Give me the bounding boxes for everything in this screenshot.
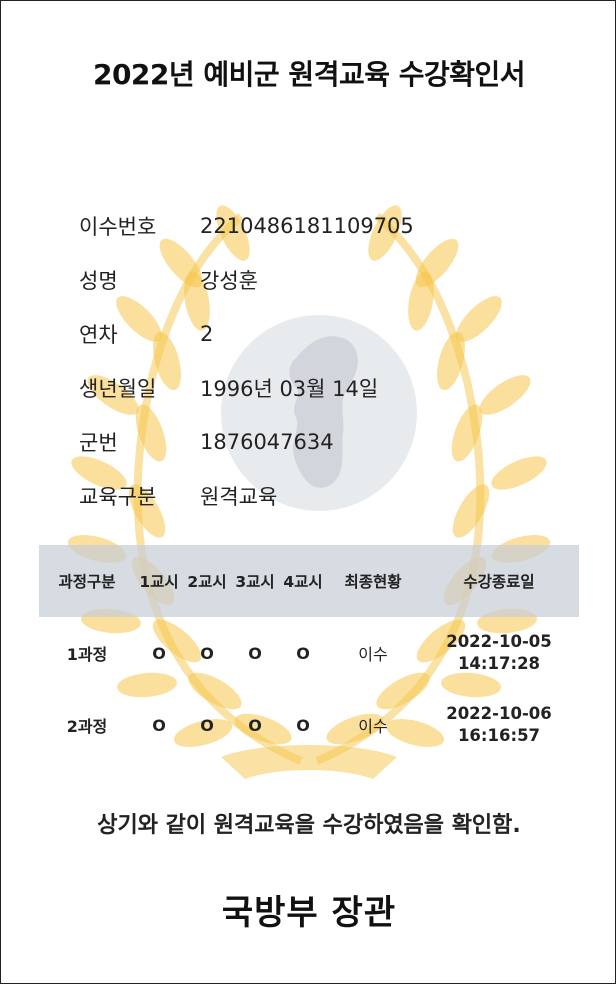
issuer-signature: 국방부 장관	[221, 893, 397, 933]
info-label: 이수번호	[79, 215, 157, 239]
info-value: 강성훈	[200, 269, 258, 293]
table-row: 2과정 O O O O 이수 2022-10-06 16:16:57	[39, 689, 579, 761]
header-cell: 1교시	[139, 573, 179, 591]
info-section: 이수번호 2210486181109705 성명 강성훈 연차 2 생년월일 1…	[79, 199, 414, 523]
course-cell: 2과정	[66, 717, 108, 736]
course-table: 과정구분 1교시 2교시 3교시 4교시 최종현황 수강종료일 1과정 O O …	[39, 545, 579, 761]
info-row-name: 성명 강성훈	[79, 253, 414, 307]
period-cell: O	[248, 643, 262, 663]
info-row-completion-number: 이수번호 2210486181109705	[79, 199, 414, 253]
header-cell: 4교시	[283, 573, 323, 591]
end-time: 14:17:28	[457, 654, 541, 673]
end-date-cell: 2022-10-06 16:16:57	[419, 703, 579, 747]
status-cell: 이수	[358, 717, 388, 736]
info-label: 성명	[79, 269, 118, 293]
info-label: 생년월일	[79, 377, 157, 401]
period-cell: O	[200, 715, 214, 735]
end-date-cell: 2022-10-05 14:17:28	[419, 631, 579, 675]
info-row-education-type: 교육구분 원격교육	[79, 469, 414, 523]
header-cell: 수강종료일	[463, 573, 535, 591]
end-time: 16:16:57	[457, 726, 541, 745]
period-cell: O	[248, 715, 262, 735]
info-row-year: 연차 2	[79, 307, 414, 361]
header-cell: 3교시	[235, 573, 275, 591]
period-cell: O	[200, 643, 214, 663]
info-label: 연차	[79, 323, 118, 347]
confirmation-statement: 상기와 같이 원격교육을 수강하였음을 확인함.	[97, 813, 521, 838]
info-value: 원격교육	[200, 485, 278, 509]
info-label: 군번	[79, 431, 118, 455]
table-header: 과정구분 1교시 2교시 3교시 4교시 최종현황 수강종료일	[39, 545, 579, 617]
course-cell: 1과정	[66, 645, 108, 664]
header-cell: 과정구분	[58, 573, 116, 591]
header-cell: 2교시	[187, 573, 227, 591]
info-row-birthdate: 생년월일 1996년 03월 14일	[79, 361, 414, 415]
info-row-service-number: 군번 1876047634	[79, 415, 414, 469]
info-value: 2	[200, 322, 214, 346]
status-cell: 이수	[358, 645, 388, 664]
info-value: 1996년 03월 14일	[200, 377, 379, 401]
end-date: 2022-10-06	[446, 704, 552, 723]
end-date: 2022-10-05	[446, 632, 552, 651]
period-cell: O	[296, 643, 310, 663]
period-cell: O	[296, 715, 310, 735]
table-row: 1과정 O O O O 이수 2022-10-05 14:17:28	[39, 617, 579, 689]
document-title: 2022년 예비군 원격교육 수강확인서	[92, 58, 526, 91]
header-cell: 최종현황	[344, 573, 402, 591]
info-label: 교육구분	[79, 485, 157, 509]
period-cell: O	[152, 643, 166, 663]
info-value: 1876047634	[200, 430, 334, 454]
period-cell: O	[152, 715, 166, 735]
info-value: 2210486181109705	[200, 214, 414, 238]
